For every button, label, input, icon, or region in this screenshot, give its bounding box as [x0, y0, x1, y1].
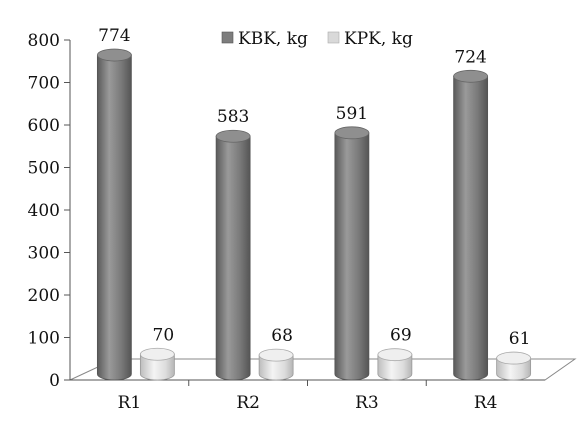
y-tick-label: 0 — [49, 371, 60, 391]
y-tick-label: 100 — [28, 329, 60, 349]
y-tick-label: 200 — [28, 286, 60, 306]
data-label: 583 — [217, 107, 249, 127]
data-label: 774 — [98, 26, 130, 46]
data-label: 724 — [454, 47, 486, 67]
legend-item: KPK, kg — [327, 29, 413, 49]
y-tick-label: 800 — [28, 31, 60, 51]
data-label: 61 — [509, 329, 531, 349]
category-label: R3 — [355, 393, 379, 413]
legend: KBK, kg KPK, kg — [221, 29, 413, 49]
bar-kbk — [215, 129, 251, 381]
bar-kpk — [496, 351, 532, 381]
bar-kbk — [96, 48, 132, 381]
data-label: 69 — [390, 326, 412, 346]
legend-label: KPK, kg — [344, 29, 413, 49]
y-axis: 0 100 200 300 400 500 600 700 800 — [28, 31, 71, 391]
bar-kpk — [258, 348, 294, 381]
bar-kpk — [377, 348, 413, 381]
bar-kbk — [453, 69, 489, 381]
y-tick-label: 300 — [28, 244, 60, 264]
y-tick-label: 700 — [28, 74, 60, 94]
y-tick-label: 600 — [28, 116, 60, 136]
y-tick-label: 500 — [28, 159, 60, 179]
category-label: R4 — [474, 393, 498, 413]
category-label: R1 — [118, 393, 142, 413]
legend-swatch — [327, 31, 340, 44]
category-label: R2 — [236, 393, 260, 413]
y-tick-label: 400 — [28, 201, 60, 221]
data-labels-group: 774 583 591 724 70 68 69 61 — [98, 26, 530, 349]
x-axis: R1 R2 R3 R4 — [70, 379, 545, 413]
legend-label: KBK, kg — [238, 29, 308, 49]
data-label: 68 — [271, 326, 293, 346]
data-label: 70 — [153, 325, 175, 345]
data-label: 591 — [336, 104, 368, 124]
legend-swatch — [221, 31, 234, 44]
bar-kbk — [334, 126, 370, 381]
bar-kpk — [139, 347, 175, 381]
legend-item: KBK, kg — [221, 29, 308, 49]
bars-group — [96, 48, 532, 381]
